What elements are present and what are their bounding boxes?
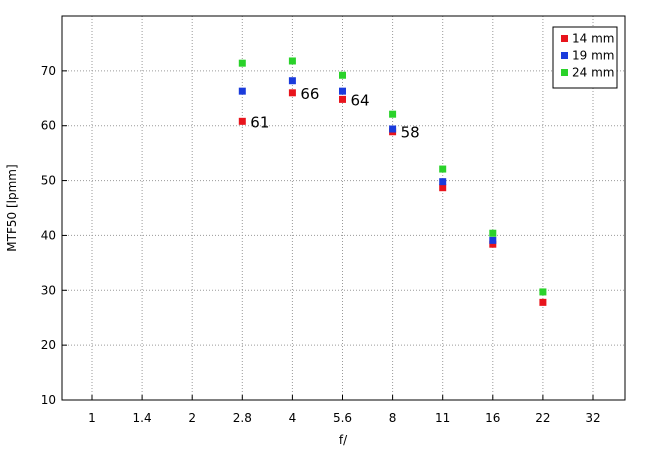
point-24-mm: [288, 57, 296, 65]
point-14-mm: [339, 95, 346, 103]
legend-swatch-14-mm: [561, 35, 568, 42]
point-19-mm: [489, 236, 497, 244]
point-14-mm: [238, 117, 246, 125]
point-14-mm: [439, 184, 447, 192]
point-24-mm: [238, 59, 246, 67]
x-axis-title: f/: [339, 433, 348, 447]
x-tick-label: 11: [435, 411, 450, 425]
x-tick-label: 16: [485, 411, 500, 425]
x-axis-ticks: 1 1.4 2 2.8 4 5.6 8 11 16 22 32: [88, 395, 601, 425]
y-tick-label: 40: [41, 228, 56, 242]
y-tick-label: 70: [41, 64, 56, 78]
point-24-mm: [489, 229, 497, 237]
data-label: 66: [300, 85, 319, 103]
data-label: 64: [351, 91, 370, 109]
x-tick-label: 4: [289, 411, 297, 425]
y-tick-label: 30: [41, 283, 56, 297]
point-19-mm: [339, 87, 346, 95]
point-24-mm: [439, 165, 447, 173]
legend-swatch-24-mm: [561, 69, 568, 76]
y-tick-label: 20: [41, 338, 56, 352]
data-points: [238, 57, 547, 306]
x-tick-label: 2: [188, 411, 196, 425]
plot-frame: [61, 15, 626, 401]
data-labels: 61 66 64 58: [250, 85, 419, 142]
x-tick-label: 22: [535, 411, 550, 425]
point-19-mm: [288, 77, 296, 85]
legend-label-24-mm: 24 mm: [572, 66, 614, 80]
point-24-mm: [339, 71, 346, 79]
data-label: 58: [401, 124, 420, 142]
point-19-mm: [439, 178, 447, 186]
x-tick-label: 1: [88, 411, 96, 425]
y-axis-ticks: 10 20 30 40 50 60 70: [41, 64, 67, 407]
x-tick-label: 1.4: [133, 411, 152, 425]
point-19-mm: [238, 87, 246, 95]
x-tick-label: 5.6: [333, 411, 352, 425]
y-tick-label: 50: [41, 174, 56, 188]
x-tick-label: 2.8: [233, 411, 252, 425]
legend-swatch-19-mm: [561, 52, 568, 59]
y-tick-label: 60: [41, 119, 56, 133]
legend: 14 mm 19 mm 24 mm: [552, 26, 618, 89]
point-14-mm: [288, 89, 296, 97]
data-label: 61: [250, 113, 269, 131]
legend-label-14-mm: 14 mm: [572, 32, 614, 46]
y-tick-label: 10: [41, 393, 56, 407]
point-19-mm: [389, 125, 397, 133]
point-24-mm: [389, 110, 397, 118]
legend-label-19-mm: 19 mm: [572, 49, 614, 63]
point-14-mm: [489, 240, 497, 248]
y-axis-title: MTF50 [lpmm]: [5, 164, 19, 251]
x-tick-label: 8: [389, 411, 397, 425]
x-tick-label: 32: [585, 411, 600, 425]
point-24-mm: [539, 288, 547, 296]
point-14-mm: [539, 298, 547, 306]
